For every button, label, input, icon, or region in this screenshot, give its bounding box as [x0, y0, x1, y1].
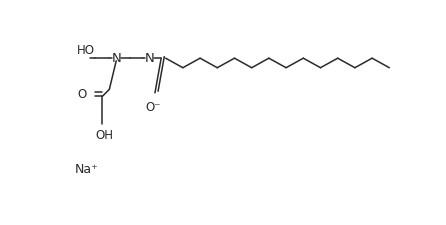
Text: N: N [145, 52, 155, 65]
Text: HO: HO [77, 44, 95, 57]
Text: OH: OH [95, 129, 113, 142]
Text: O: O [78, 88, 87, 101]
Text: N: N [112, 52, 121, 65]
Text: Na⁺: Na⁺ [75, 163, 99, 176]
Text: O⁻: O⁻ [145, 101, 161, 114]
